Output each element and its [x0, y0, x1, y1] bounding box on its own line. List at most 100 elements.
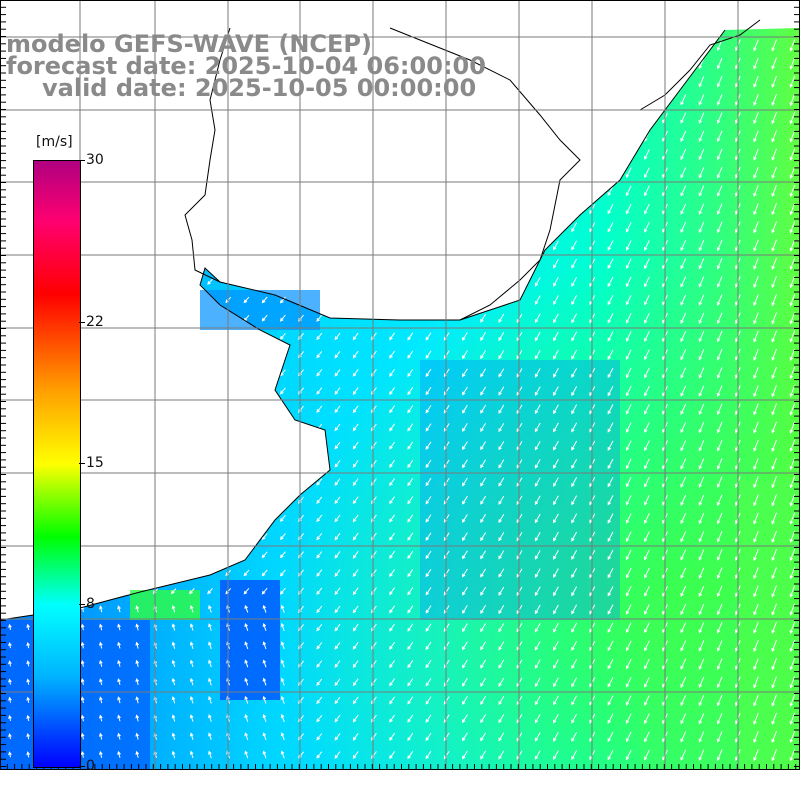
forecast-date: forecast date: 2025-10-04 06:00:00 [6, 52, 486, 80]
wind-arrow [753, 439, 759, 452]
wind-arrow [571, 531, 578, 542]
wind-arrow [480, 605, 487, 614]
wind-arrow [753, 112, 759, 125]
wind-arrow [462, 605, 468, 614]
wind-arrow [389, 641, 396, 650]
wind-arrow [207, 278, 213, 285]
wind-arrow [644, 422, 650, 433]
wind-arrow [753, 567, 759, 580]
wind-arrow [316, 678, 323, 686]
wind-arrow [498, 368, 505, 378]
wind-arrow [771, 312, 777, 325]
wind-arrow [625, 731, 632, 743]
wind-arrow [352, 696, 359, 705]
wind-arrow [480, 532, 487, 542]
wind-arrow [625, 404, 632, 415]
wind-arrow [680, 658, 687, 670]
wind-arrow [407, 496, 414, 505]
wind-arrow [553, 550, 559, 560]
wind-arrow [352, 605, 359, 614]
wind-arrow [553, 440, 559, 451]
wind-arrow [571, 549, 578, 560]
wind-arrow [789, 439, 796, 452]
wind-arrow [771, 294, 777, 307]
wind-arrow [716, 603, 723, 616]
wind-arrow [534, 586, 541, 597]
wind-vectors [8, 39, 796, 762]
wind-arrow [26, 660, 30, 667]
wind-arrow [117, 659, 121, 667]
wind-arrow [244, 732, 249, 741]
wind-arrow [389, 368, 396, 377]
wind-arrow [753, 676, 759, 689]
wind-arrow [644, 385, 650, 397]
wind-arrow [771, 567, 777, 580]
wind-arrow [789, 166, 796, 179]
wind-arrow [425, 477, 432, 487]
wind-arrow [534, 313, 541, 324]
wind-arrow [625, 677, 632, 688]
wind-arrow [425, 568, 432, 578]
wind-arrow [534, 659, 541, 669]
wind-arrow [789, 639, 796, 653]
wind-arrow [208, 604, 212, 613]
wind-arrow [262, 604, 267, 613]
wind-arrow [425, 623, 432, 632]
wind-arrow [99, 696, 103, 704]
wind-arrow [462, 350, 468, 360]
wind-arrow [771, 494, 777, 507]
wind-arrow [80, 641, 85, 649]
wind-arrow [389, 496, 396, 505]
wind-arrow [334, 642, 341, 650]
wind-arrow [680, 694, 687, 707]
wind-arrow [789, 203, 796, 216]
wind-arrow [534, 550, 541, 560]
wind-arrow [99, 605, 103, 613]
wind-arrow [753, 385, 759, 398]
wind-arrow [280, 604, 285, 613]
wind-arrow [117, 732, 121, 740]
wind-arrow [716, 622, 723, 634]
wind-arrow [208, 677, 212, 686]
wind-arrow [571, 568, 578, 579]
wind-arrow [389, 569, 396, 578]
wind-arrow [316, 623, 323, 632]
wind-arrow [771, 476, 777, 489]
wind-arrow [280, 713, 285, 723]
wind-arrow [680, 731, 687, 743]
wind-arrow [261, 533, 268, 541]
wind-arrow [553, 258, 559, 269]
wind-arrow [352, 350, 359, 359]
wind-arrow [407, 641, 414, 650]
wind-arrow [607, 331, 614, 342]
wind-arrow [279, 314, 286, 322]
wind-arrow [316, 605, 323, 614]
wind-arrow [280, 641, 285, 650]
wind-arrow [244, 750, 249, 759]
wind-arrow [553, 368, 559, 378]
wind-arrow [753, 75, 759, 88]
wind-arrow [789, 621, 796, 634]
wind-arrow [771, 39, 777, 52]
wind-arrow [389, 441, 396, 450]
wind-arrow [189, 750, 194, 759]
wind-arrow [26, 623, 30, 631]
wind-arrow [280, 695, 285, 704]
wind-arrow [352, 460, 359, 468]
low-wind-patch [200, 290, 320, 330]
wind-arrow [680, 603, 687, 616]
wind-arrow [189, 696, 194, 704]
wind-arrow [462, 368, 468, 378]
wind-arrow [771, 457, 777, 471]
wind-arrow [352, 587, 359, 596]
colorbar-tick-label: 15 [86, 455, 104, 471]
wind-arrow [480, 586, 487, 596]
wind-arrow [99, 732, 103, 740]
wind-arrow [498, 750, 505, 760]
wind-arrow [771, 676, 777, 689]
wind-arrow [8, 751, 12, 758]
wind-arrow [534, 732, 541, 742]
wind-arrow [771, 166, 777, 179]
wind-arrow [189, 659, 194, 668]
wind-arrow [607, 695, 614, 706]
